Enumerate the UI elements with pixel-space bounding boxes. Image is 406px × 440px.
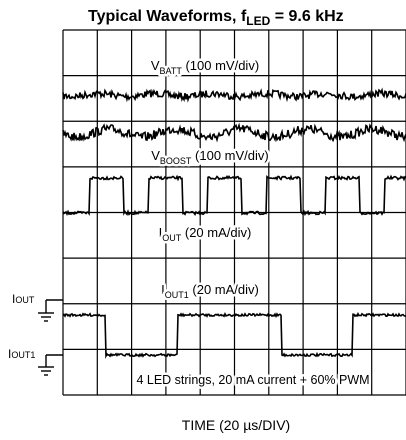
- waveform: [62, 87, 406, 103]
- waveform: [62, 122, 406, 143]
- x-axis-label: TIME (20 µs/DIV): [182, 417, 290, 433]
- trace-scale: (20 mA/div): [181, 225, 251, 240]
- marker-symbol: I: [12, 292, 15, 306]
- marker-label: IOUT1: [8, 347, 35, 361]
- marker-sub: OUT: [15, 295, 35, 305]
- marker-symbol: I: [8, 347, 11, 361]
- trace-labels: VBATT (100 mV/div)VBOOST (100 mV/div)IOU…: [148, 56, 271, 303]
- trace-symbol: I: [159, 225, 163, 240]
- trace-symbol: I: [161, 282, 165, 297]
- trace-scale: (100 mV/div): [191, 148, 268, 163]
- trace-symbol: V: [151, 148, 160, 163]
- title-rest: = 9.6 kHz: [270, 8, 343, 25]
- marker-label: IOUT: [12, 292, 35, 306]
- trace-scale: (20 mA/div): [189, 282, 259, 297]
- title: Typical Waveforms, fLED = 9.6 kHz: [88, 8, 344, 28]
- waveform: [62, 174, 406, 217]
- trace-label: VBATT (100 mV/div): [151, 58, 259, 76]
- trace-scale: (100 mV/div): [182, 58, 259, 73]
- ground-markers: [38, 299, 63, 376]
- waveform: [62, 312, 406, 359]
- grid: [62, 29, 406, 396]
- trace-sub: BATT: [160, 66, 183, 76]
- title-main: Typical Waveforms, f: [88, 8, 247, 25]
- marker-sub: OUT1: [11, 350, 35, 360]
- trace-sub: BOOST: [160, 156, 192, 166]
- trace-label: VBOOST (100 mV/div): [151, 148, 269, 166]
- trace-symbol: V: [151, 58, 160, 73]
- note: 4 LED strings, 20 mA current + 60% PWM: [136, 373, 369, 387]
- trace-sub: OUT1: [165, 290, 189, 300]
- title-sub: LED: [246, 14, 270, 28]
- trace-label: IOUT1 (20 mA/div): [161, 282, 259, 300]
- trace-label: IOUT (20 mA/div): [159, 225, 252, 243]
- trace-sub: OUT: [162, 233, 182, 243]
- waveforms: [62, 87, 406, 359]
